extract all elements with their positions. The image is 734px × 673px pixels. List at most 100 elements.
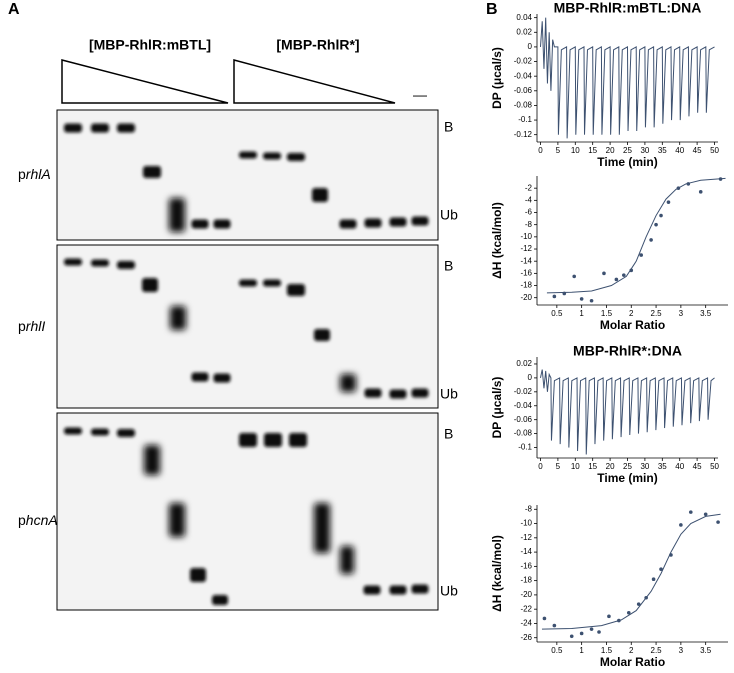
gel-band (364, 388, 382, 398)
data-point (552, 623, 557, 628)
data-point (636, 602, 641, 606)
x-tick-label: 20 (606, 462, 615, 471)
x-tick-label: 3 (679, 309, 684, 318)
x-tick-label: 15 (588, 462, 597, 471)
gel-band (287, 284, 305, 296)
gel-band (64, 123, 82, 133)
gel-band (239, 151, 257, 159)
x-tick-label: 50 (710, 462, 719, 471)
bound-label: B (444, 258, 453, 274)
gel-band (287, 153, 305, 161)
x-tick-label: 25 (623, 146, 632, 155)
gel-band (239, 433, 257, 447)
unbound-label: Ub (440, 386, 458, 402)
control-lane: — (413, 87, 427, 103)
y-tick-label: -6 (525, 208, 533, 217)
data-point (679, 523, 683, 527)
gel-band (117, 429, 135, 437)
y-tick-label: 0.02 (516, 359, 532, 368)
gel-band (191, 219, 209, 229)
x-tick-label: 1 (579, 646, 584, 655)
x-tick-label: 3.5 (700, 309, 712, 318)
gel-band (91, 259, 109, 267)
gel-band (169, 198, 185, 232)
x-tick-label: 10 (571, 146, 580, 155)
y-tick-label: -0.06 (514, 86, 533, 95)
gel-band (389, 217, 407, 227)
promoter-label: prhlI (18, 318, 45, 334)
y-axis-label: ΔH (kcal/mol) (490, 535, 504, 612)
x-tick-label: 45 (693, 146, 702, 155)
gel-band (91, 428, 109, 436)
y-tick-label: -0.1 (518, 443, 532, 452)
y-tick-label: -0.08 (514, 101, 533, 110)
data-point (703, 512, 708, 517)
gel-band (64, 427, 82, 435)
data-point (552, 294, 557, 299)
x-tick-label: 10 (571, 462, 580, 471)
gel-band (263, 279, 281, 287)
data-point (649, 238, 653, 242)
y-tick-label: -20 (520, 293, 532, 302)
x-tick-label: 0 (538, 146, 543, 155)
gel-band (264, 433, 282, 447)
data-point (572, 274, 577, 279)
data-point (659, 213, 663, 218)
gel-band (144, 445, 160, 475)
gel-band (340, 374, 356, 392)
data-point (589, 298, 594, 303)
data-point (639, 253, 643, 257)
gel-band (364, 218, 382, 228)
x-tick-label: 2.5 (651, 309, 663, 318)
data-point (698, 190, 703, 194)
bound-label: B (444, 119, 453, 135)
gel-band (91, 123, 109, 133)
promoter-label: phcnA (18, 512, 58, 528)
x-tick-label: 35 (658, 146, 667, 155)
y-tick-label: -0.06 (514, 415, 533, 424)
gel-band (411, 584, 429, 594)
data-point (716, 520, 720, 524)
y-tick-label: -26 (520, 633, 532, 642)
y-tick-label: -0.12 (514, 130, 533, 139)
y-tick-label: -14 (520, 547, 532, 556)
data-point (626, 610, 631, 615)
gels (56, 109, 439, 611)
y-tick-label: -2 (525, 183, 533, 192)
data-point (579, 631, 584, 636)
x-tick-label: 45 (693, 462, 702, 471)
gel-band (191, 372, 209, 382)
x-tick-label: 0.5 (551, 309, 563, 318)
data-point (597, 630, 601, 634)
y-tick-label: -22 (520, 604, 532, 613)
x-axis-label: Molar Ratio (600, 318, 665, 332)
x-tick-label: 25 (623, 462, 632, 471)
data-point (666, 200, 671, 204)
gel-band (213, 219, 231, 229)
data-point (569, 634, 574, 639)
gel-band (411, 388, 429, 398)
y-tick-label: -8 (525, 220, 533, 229)
x-axis-label: Time (min) (597, 155, 657, 169)
data-point (562, 291, 567, 296)
x-tick-label: 30 (640, 146, 649, 155)
y-tick-label: -18 (520, 281, 532, 290)
gel-band (289, 433, 307, 447)
y-tick-label: 0 (528, 373, 533, 382)
x-tick-label: 15 (588, 146, 597, 155)
y-tick-label: -18 (520, 576, 532, 585)
x-tick-label: 5 (556, 146, 561, 155)
data-point (718, 177, 723, 181)
gel-band (239, 279, 257, 287)
x-tick-label: 2 (629, 646, 634, 655)
y-tick-label: -10 (520, 519, 532, 528)
y-tick-label: -14 (520, 256, 532, 265)
data-point (688, 510, 693, 514)
y-tick-label: -12 (520, 244, 532, 253)
y-tick-label: -16 (520, 268, 532, 277)
gel-band (339, 219, 357, 229)
data-point (542, 616, 547, 621)
x-axis-label: Molar Ratio (600, 655, 665, 669)
data-point (617, 618, 621, 623)
